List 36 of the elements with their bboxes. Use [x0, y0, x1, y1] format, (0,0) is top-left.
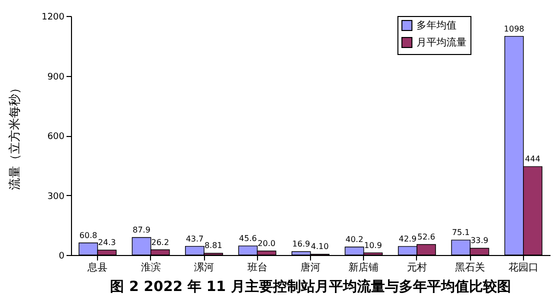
data-label: 16.9	[292, 240, 310, 249]
x-tick-label: 黑石关	[455, 262, 486, 274]
x-tick-label: 花园口	[508, 262, 538, 274]
data-label: 42.9	[398, 234, 417, 244]
x-tick-label: 唐河	[300, 262, 320, 274]
y-tick-label: 0	[58, 252, 65, 262]
data-label: 52.6	[417, 232, 436, 242]
data-label: 8.81	[204, 241, 222, 250]
data-label: 87.9	[132, 225, 150, 234]
y-tick-label: 300	[47, 192, 65, 202]
x-tick-label: 淮滨	[140, 262, 161, 274]
x-tick-label: 漯河	[194, 262, 214, 274]
text: 图 2 2022 年 11 月主要控制站月平均流量与多年平均值比较图	[110, 278, 511, 295]
data-label: 24.3	[98, 238, 116, 248]
x-tick-label: 新店铺	[348, 262, 379, 274]
y-axis-title: 流量（立方米每秒）	[8, 82, 22, 190]
data-label: 43.7	[186, 234, 204, 244]
data-label: 60.8	[79, 230, 98, 240]
data-label: 1098	[504, 24, 524, 34]
data-label: 75.1	[452, 228, 470, 238]
data-label: 40.2	[346, 234, 364, 244]
y-tick-label: 600	[47, 132, 65, 142]
data-label: 10.9	[364, 240, 382, 250]
y-tick-label: 900	[47, 72, 65, 82]
x-tick-label: 班台	[247, 262, 268, 274]
y-tick-label: 1200	[42, 12, 65, 22]
x-tick-label: 息县	[86, 262, 108, 274]
data-label: 4.10	[310, 242, 329, 252]
data-label: 20.0	[258, 239, 276, 248]
data-label: 26.2	[151, 238, 170, 247]
data-label: 33.9	[470, 236, 488, 246]
x-tick-label: 元村	[406, 262, 427, 274]
data-label: 444	[525, 154, 540, 164]
legend-label: 月平均流量	[416, 36, 466, 48]
data-label: 45.6	[239, 234, 257, 243]
legend-label: 多年均值	[416, 20, 456, 32]
